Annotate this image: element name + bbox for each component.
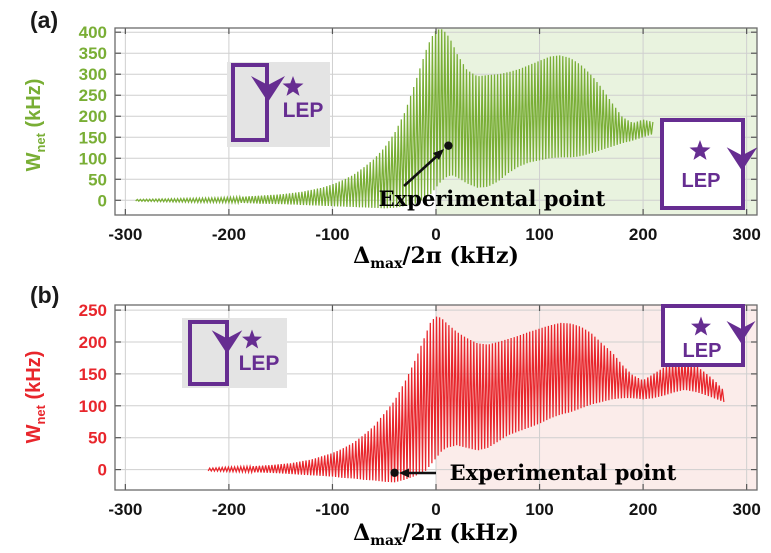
panel-a-x-axis-label: Δmax/2π (kHz) xyxy=(353,243,519,272)
tick-marks xyxy=(115,28,757,215)
panel-b-x-axis-label: Δmax/2π (kHz) xyxy=(353,520,519,549)
y-tick-label: 150 xyxy=(79,128,107,147)
y-tick-label: 250 xyxy=(79,86,107,105)
x-label-unit: /2π (kHz) xyxy=(402,243,518,269)
panel-b-letter: (b) xyxy=(30,282,59,308)
panel-b-annotation-label: Experimental point xyxy=(450,460,677,485)
x-tick-labels: -300 -200 -100 0 100 200 300 xyxy=(108,225,760,244)
panel-a-chart: -300 -200 -100 0 100 200 300 0 50 100 150 200 250 300… xyxy=(23,7,761,272)
lep-label: LEP xyxy=(682,170,721,192)
panel-b-chart: -300 -200 -100 0 100 200 300 0 50 100 150 200 250 (b… xyxy=(23,282,761,549)
x-tick-label: 0 xyxy=(431,500,440,519)
loop-direction-arrow-icon xyxy=(211,330,243,354)
y-tick-labels: 0 50 100 150 200 250 300 350 400 xyxy=(79,23,107,210)
x-tick-label: 0 xyxy=(431,225,440,244)
inset-background xyxy=(182,318,287,388)
lep-star-icon xyxy=(242,329,262,349)
lep-star-icon xyxy=(691,316,711,336)
x-tick-label: -200 xyxy=(212,500,246,519)
y-label-unit: (kHz) xyxy=(23,79,45,133)
y-tick-label: 50 xyxy=(88,429,107,448)
x-label-subscript: max xyxy=(370,256,403,272)
x-tick-label: 200 xyxy=(629,225,657,244)
x-label-unit: /2π (kHz) xyxy=(402,520,518,546)
experimental-point-marker xyxy=(444,141,453,150)
loop-rectangle-icon xyxy=(660,118,745,210)
y-tick-label: 50 xyxy=(88,170,107,189)
loop-direction-arrow-icon xyxy=(726,320,756,344)
panel-a-y-axis-label: Wnet (kHz) xyxy=(23,79,48,172)
panel-a-inset-loop-enclosing-lep: LEP xyxy=(660,118,758,210)
y-label-symbol: W xyxy=(23,424,45,443)
loop-rectangle-icon xyxy=(231,63,269,142)
panel-b-plot-dynamic: -300 -200 -100 0 100 200 300 0 50 100 150 200 250 xyxy=(79,301,761,519)
panel-a-inset-loop-excluding-lep: LEP xyxy=(227,62,330,147)
x-tick-label: -300 xyxy=(108,500,142,519)
panel-a-annotation-arrow xyxy=(403,149,444,187)
lep-label: LEP xyxy=(683,340,722,362)
y-tick-label: 0 xyxy=(98,191,107,210)
x-tick-label: -100 xyxy=(315,500,349,519)
y-tick-label: 400 xyxy=(79,23,107,42)
y-label-symbol: W xyxy=(23,152,45,171)
tick-marks xyxy=(115,305,757,490)
lep-star-icon xyxy=(282,76,304,96)
plot-box xyxy=(114,304,758,491)
y-label-subscript: net xyxy=(33,132,48,152)
panel-b-annotation-arrow xyxy=(399,468,436,478)
y-tick-label: 100 xyxy=(79,149,107,168)
x-tick-label: -100 xyxy=(315,225,349,244)
y-tick-label: 150 xyxy=(79,365,107,384)
y-tick-label: 0 xyxy=(98,461,107,480)
x-tick-label: 100 xyxy=(525,225,553,244)
experimental-point-marker xyxy=(390,468,399,477)
panel-a-letter: (a) xyxy=(30,7,58,33)
y-tick-labels: 0 50 100 150 200 250 xyxy=(79,301,107,479)
x-tick-label: 200 xyxy=(629,500,657,519)
y-tick-label: 350 xyxy=(79,44,107,63)
x-label-symbol: Δ xyxy=(353,520,370,546)
arrow-head-icon xyxy=(433,149,444,160)
lep-label: LEP xyxy=(283,99,324,122)
panel-b-y-axis-label: Wnet (kHz) xyxy=(23,351,48,444)
arrow-head-icon xyxy=(399,468,409,478)
oscillating-curve xyxy=(207,316,725,483)
panel-a-annotation-label: Experimental point xyxy=(379,186,606,211)
panel-b-inset-loop-excluding-lep: LEP xyxy=(182,318,287,388)
y-tick-label: 300 xyxy=(79,65,107,84)
y-tick-label: 250 xyxy=(79,301,107,320)
y-tick-label: 200 xyxy=(79,333,107,352)
inset-background xyxy=(227,62,330,147)
lep-star-icon xyxy=(689,140,711,160)
lep-label: LEP xyxy=(239,352,280,375)
x-tick-labels: -300 -200 -100 0 100 200 300 xyxy=(108,500,760,519)
y-label-subscript: net xyxy=(33,404,48,424)
x-label-symbol: Δ xyxy=(353,243,370,269)
x-tick-label: -200 xyxy=(212,225,246,244)
arrow-shaft xyxy=(403,155,438,187)
x-tick-label: 300 xyxy=(732,225,760,244)
loop-direction-arrow-icon xyxy=(726,147,758,171)
y-tick-label: 100 xyxy=(79,397,107,416)
oscillating-curve xyxy=(135,29,654,209)
x-tick-label: 100 xyxy=(525,500,553,519)
plot-box xyxy=(114,27,758,216)
x-label-subscript: max xyxy=(370,533,403,549)
x-tick-label: -300 xyxy=(108,225,142,244)
y-label-unit: (kHz) xyxy=(23,351,45,405)
panel-b-inset-loop-enclosing-lep: LEP xyxy=(661,304,756,367)
y-tick-label: 200 xyxy=(79,107,107,126)
loop-direction-arrow-icon xyxy=(251,76,285,102)
x-tick-label: 300 xyxy=(732,500,760,519)
